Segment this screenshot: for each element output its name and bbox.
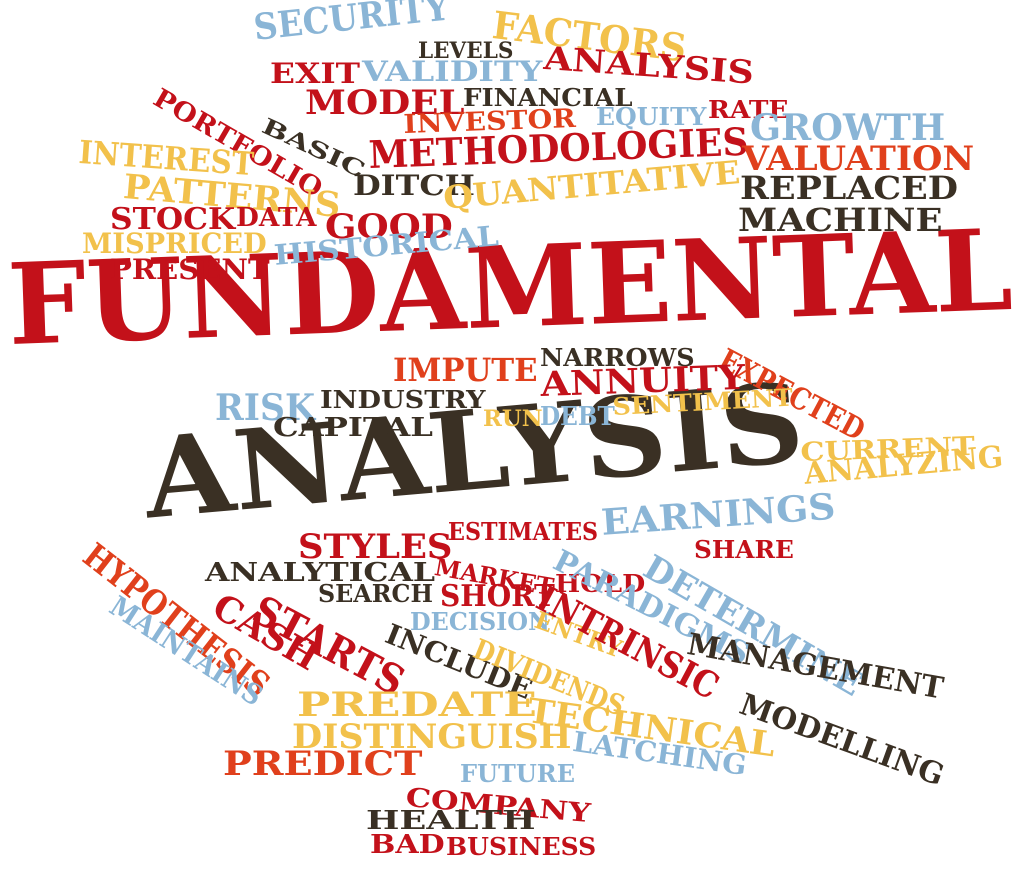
word-levels: LEVELS bbox=[418, 38, 514, 64]
word-styles: STYLES bbox=[298, 527, 453, 567]
word-replaced: REPLACED bbox=[740, 169, 958, 207]
word-distinguish: DISTINGUISH bbox=[292, 717, 572, 757]
word-industry: INDUSTRY bbox=[320, 385, 486, 414]
word-present: PRESENT bbox=[110, 253, 270, 286]
word-model: MODEL bbox=[305, 83, 465, 123]
word-narrows: NARROWS bbox=[540, 343, 695, 372]
word-short: SHORT bbox=[440, 579, 555, 614]
word-good: GOOD bbox=[325, 207, 453, 247]
word-hold: HOLD bbox=[555, 569, 646, 598]
word-analysis-small: ANALYSIS bbox=[542, 39, 756, 92]
word-impute: IMPUTE bbox=[393, 351, 538, 389]
word-valuation: VALUATION bbox=[742, 139, 975, 179]
word-equity: EQUITY bbox=[596, 102, 707, 131]
word-future: FUTURE bbox=[460, 759, 575, 788]
word-machine: MACHINE bbox=[738, 201, 943, 239]
word-validity: VALIDITY bbox=[362, 55, 543, 88]
word-growth: GROWTH bbox=[750, 107, 946, 149]
word-stock: STOCK bbox=[110, 202, 236, 237]
word-mispriced: MISPRICED bbox=[82, 227, 267, 260]
word-decision: DECISION bbox=[410, 607, 550, 636]
word-predict: PREDICT bbox=[223, 744, 423, 784]
word-run: RUN bbox=[483, 406, 543, 432]
word-analytical: ANALYTICAL bbox=[205, 558, 436, 588]
word-financial: FINANCIAL bbox=[463, 83, 633, 112]
word-risk: RISK bbox=[215, 387, 316, 429]
word-debt: DEBT bbox=[540, 402, 615, 432]
word-predate: PREDATE bbox=[297, 685, 537, 725]
word-exit: EXIT bbox=[270, 57, 361, 90]
word-estimates: ESTIMATES bbox=[448, 517, 599, 546]
word-rate: RATE bbox=[708, 95, 789, 124]
word-capital: CAPITAL bbox=[273, 413, 433, 443]
word-data: DATA bbox=[236, 203, 317, 233]
word-search: SEARCH bbox=[318, 579, 433, 608]
word-bad: BAD bbox=[370, 830, 445, 860]
word-ditch: DITCH bbox=[353, 169, 475, 202]
word-health: HEALTH bbox=[366, 806, 536, 836]
word-business: BUSINESS bbox=[446, 832, 597, 861]
word-share: SHARE bbox=[694, 535, 794, 564]
